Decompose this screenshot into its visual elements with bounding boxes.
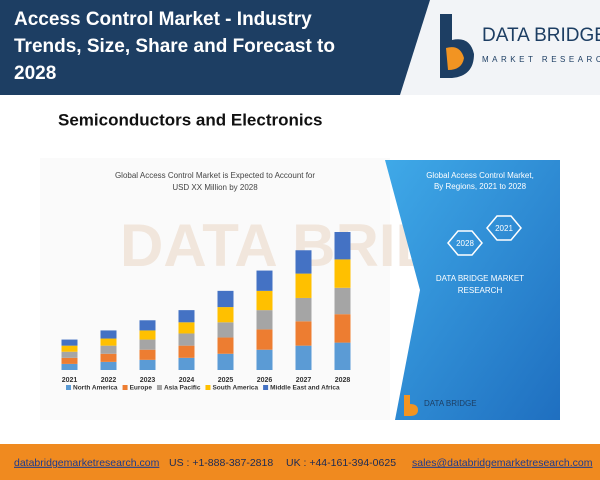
bar-segment: [217, 353, 234, 370]
legend-swatch: [205, 385, 211, 390]
bar-segment: [61, 357, 78, 364]
side-logo: DATA BRIDGE: [424, 399, 477, 408]
legend-swatch: [156, 385, 162, 390]
bar-segment: [139, 339, 156, 350]
bar-segment: [139, 330, 156, 340]
footer-phone: US : +1-888-387-2818: [169, 457, 273, 469]
side-title: By Regions, 2021 to 2028: [434, 182, 527, 191]
hex-label: 2028: [456, 239, 474, 248]
bar-segment: [334, 342, 351, 370]
legend-label: Asia Pacific: [164, 385, 201, 392]
bar-segment: [178, 310, 195, 323]
header-band: [0, 0, 430, 95]
chart-title: USD XX Million by 2028: [172, 183, 258, 192]
legend-label: Europe: [130, 385, 153, 392]
bar-segment: [295, 297, 312, 322]
watermark: DATA BRID: [120, 212, 439, 279]
bar-segment: [139, 349, 156, 360]
x-tick-label: 2028: [335, 377, 351, 384]
bar-segment: [256, 290, 273, 311]
header-title: Access Control Market - Industry: [14, 9, 312, 30]
bar-segment: [334, 314, 351, 343]
footer-website[interactable]: databridgemarketresearch.com: [14, 457, 160, 469]
bar-segment: [178, 345, 195, 358]
bar-segment: [61, 339, 78, 346]
side-panel: [385, 160, 560, 420]
logo-tagline: MARKET RESEARCH: [482, 55, 600, 64]
bar-segment: [61, 351, 78, 358]
bar-segment: [295, 273, 312, 298]
bar-segment: [256, 329, 273, 350]
bar-segment: [61, 363, 78, 370]
x-tick-label: 2021: [62, 377, 78, 384]
bar-segment: [334, 287, 351, 315]
bar-segment: [100, 361, 117, 370]
bar-segment: [100, 353, 117, 362]
bar-segment: [295, 345, 312, 370]
header-title: 2028: [14, 63, 56, 84]
bar-segment: [256, 270, 273, 291]
legend-swatch: [263, 385, 269, 390]
bar-segment: [217, 322, 234, 338]
footer-email[interactable]: sales@databridgemarketresearch.com: [412, 457, 593, 469]
footer-phone: UK : +44-161-394-0625: [286, 457, 396, 469]
bar-segment: [256, 349, 273, 370]
bar-segment: [61, 345, 78, 352]
bar-segment: [295, 321, 312, 346]
bar-segment: [139, 359, 156, 370]
bar-segment: [334, 259, 351, 288]
logo-name: DATA BRIDGE: [482, 25, 600, 46]
x-tick-label: 2023: [140, 377, 156, 384]
bar-segment: [139, 320, 156, 331]
bar-segment: [100, 338, 117, 346]
bar-segment: [100, 345, 117, 354]
bar-segment: [295, 250, 312, 274]
bar-segment: [334, 232, 351, 260]
logo: DATA BRIDGE MARKET RESEARCH: [440, 14, 600, 78]
legend-label: Middle East and Africa: [270, 385, 340, 392]
side-brand: DATA BRIDGE MARKET: [436, 274, 524, 283]
bar-segment: [178, 357, 195, 370]
plot: 2021 2022 2023 2024 2025 2026 2027 2028 North Am…: [61, 232, 351, 392]
side-logo-mark: [404, 395, 418, 416]
hexagon: [447, 230, 483, 256]
side-brand: RESEARCH: [458, 286, 503, 295]
header-title: Trends, Size, Share and Forecast to: [14, 36, 335, 57]
legend-swatch: [66, 385, 71, 390]
bar-segment: [217, 290, 234, 308]
chart-bg: [40, 158, 390, 420]
x-tick-label: 2026: [257, 377, 273, 384]
bar-segment: [100, 330, 117, 339]
x-tick-label: 2024: [179, 377, 195, 384]
chart-title: Global Access Control Market is Expected…: [115, 171, 315, 180]
x-tick-label: 2022: [101, 377, 117, 384]
hex-label: 2021: [495, 224, 513, 233]
bar-segment: [217, 337, 234, 354]
legend-label: North America: [73, 385, 118, 392]
subtitle: Semiconductors and Electronics: [58, 110, 323, 129]
bar-segment: [178, 333, 195, 346]
logo-mark: [446, 47, 464, 70]
legend-swatch: [122, 385, 128, 390]
hexagon: [486, 215, 522, 241]
footer-bg: [0, 444, 600, 480]
bar-segment: [217, 307, 234, 323]
bar-segment: [256, 310, 273, 330]
side-title: Global Access Control Market,: [426, 171, 534, 180]
x-tick-label: 2025: [218, 377, 234, 384]
legend-label: South America: [212, 385, 258, 392]
bar-segment: [178, 322, 195, 334]
x-tick-label: 2027: [296, 377, 312, 384]
